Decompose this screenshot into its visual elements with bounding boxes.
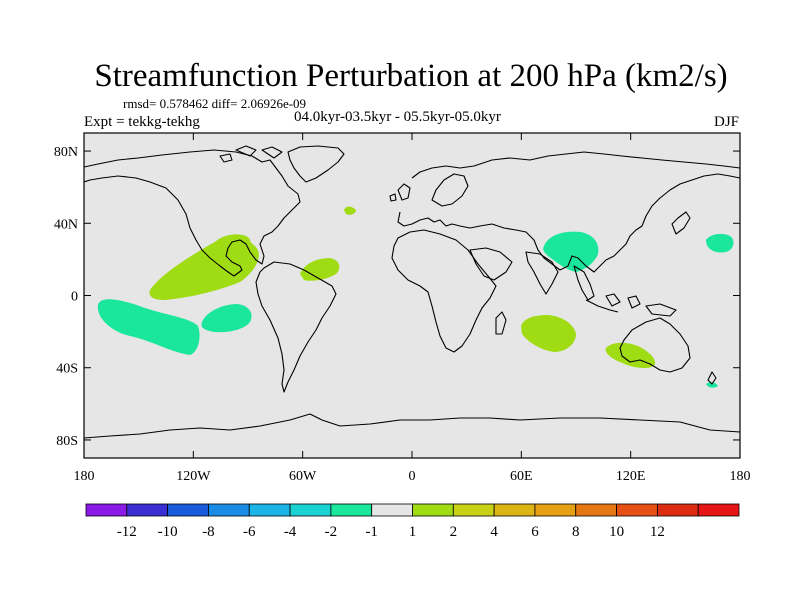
coastline-scandinavia bbox=[431, 173, 469, 207]
colorbar-swatch bbox=[575, 503, 617, 517]
x-tick-label: 120W bbox=[176, 469, 211, 484]
y-axis: 80N 40N 0 40S 80S bbox=[54, 145, 740, 449]
anomaly-region bbox=[201, 304, 252, 333]
coastline-arabia bbox=[469, 247, 513, 281]
colorbar-swatch bbox=[412, 503, 454, 517]
x-tick-label: 180 bbox=[74, 469, 95, 484]
x-tick-label: 120E bbox=[616, 469, 646, 484]
x-tick-label: 0 bbox=[409, 469, 416, 484]
coastline-africa bbox=[391, 229, 497, 353]
coastline-india bbox=[525, 251, 559, 295]
colorbar-swatch bbox=[452, 503, 495, 517]
colorbar-swatch bbox=[697, 503, 740, 517]
stats-line: rmsd= 0.578462 diff= 2.06926e-09 bbox=[123, 96, 306, 111]
anomaly-fills bbox=[97, 206, 734, 388]
y-tick-label: 80S bbox=[56, 434, 78, 449]
colorbar: -12 -10 -8 -6 -4 -2 -1 1 2 4 6 8 10 12 bbox=[85, 503, 740, 540]
y-tick-label: 40N bbox=[54, 217, 78, 232]
coastline-greenland bbox=[287, 145, 345, 183]
colorbar-swatch bbox=[330, 503, 373, 517]
colorbar-label: -12 bbox=[117, 524, 137, 540]
x-axis: 180 120W 60W 0 60E 120E 180 bbox=[74, 133, 751, 484]
y-tick-label: 80N bbox=[54, 145, 78, 160]
colorbar-label: 8 bbox=[572, 524, 580, 540]
colorbar-label: -6 bbox=[243, 524, 256, 540]
coastline-new-zealand bbox=[707, 371, 717, 385]
coastline-indonesia bbox=[585, 293, 677, 317]
colorbar-swatch bbox=[85, 503, 128, 517]
chart-title: Streamfunction Perturbation at 200 hPa (… bbox=[94, 58, 727, 94]
colorbar-label: 10 bbox=[609, 524, 624, 540]
colorbar-label: 1 bbox=[409, 524, 417, 540]
anomaly-region bbox=[706, 233, 734, 253]
colorbar-swatch bbox=[371, 503, 413, 517]
coastline-madagascar bbox=[495, 311, 507, 335]
experiment-label: Expt = tekkg-tekhg bbox=[84, 114, 200, 130]
colorbar-label: -8 bbox=[202, 524, 215, 540]
x-tick-label: 60W bbox=[289, 469, 317, 484]
colorbar-swatch bbox=[616, 503, 658, 517]
colorbar-label: -1 bbox=[365, 524, 378, 540]
anomaly-region bbox=[543, 231, 599, 272]
colorbar-swatch bbox=[534, 503, 577, 517]
coastline-australia bbox=[619, 317, 691, 373]
coastline-north-america bbox=[84, 149, 301, 277]
season-label: DJF bbox=[714, 114, 739, 130]
y-tick-label: 0 bbox=[71, 290, 78, 305]
coastline-antarctica bbox=[84, 413, 740, 439]
anomaly-region bbox=[300, 258, 340, 281]
coastlines bbox=[84, 145, 740, 439]
period-label: 04.0kyr-03.5kyr - 05.5kyr-05.0kyr bbox=[294, 109, 501, 125]
colorbar-label: 2 bbox=[450, 524, 458, 540]
coastline-arctic-eurasia bbox=[411, 151, 740, 179]
coastline-canadian-archipelago bbox=[219, 145, 283, 163]
anomaly-region bbox=[521, 315, 576, 352]
coastline-southeast-asia bbox=[573, 265, 595, 301]
y-tick-label: 40S bbox=[56, 362, 78, 377]
x-tick-label: 60E bbox=[510, 469, 533, 484]
colorbar-swatch bbox=[289, 503, 332, 517]
x-tick-label: 180 bbox=[730, 469, 751, 484]
anomaly-region bbox=[605, 342, 656, 369]
colorbar-label: -2 bbox=[325, 524, 338, 540]
anomaly-region bbox=[344, 206, 356, 215]
colorbar-label: 6 bbox=[531, 524, 539, 540]
colorbar-label: -10 bbox=[158, 524, 178, 540]
colorbar-label: -4 bbox=[284, 524, 297, 540]
colorbar-swatch bbox=[248, 503, 291, 517]
colorbar-label: 4 bbox=[490, 524, 498, 540]
anomaly-region bbox=[97, 299, 200, 355]
anomaly-region bbox=[213, 234, 251, 257]
colorbar-swatch bbox=[656, 503, 699, 517]
colorbar-swatch bbox=[167, 503, 209, 517]
anomaly-region bbox=[706, 382, 718, 388]
colorbar-swatch bbox=[126, 503, 169, 517]
coastline-europe-asia bbox=[397, 173, 740, 273]
coastline-south-america bbox=[255, 261, 337, 393]
colorbar-swatch bbox=[208, 503, 250, 517]
colorbar-label: 12 bbox=[650, 524, 665, 540]
coastline-japan bbox=[671, 211, 691, 235]
colorbar-swatch bbox=[493, 503, 536, 517]
coastline-british-isles bbox=[389, 183, 411, 202]
